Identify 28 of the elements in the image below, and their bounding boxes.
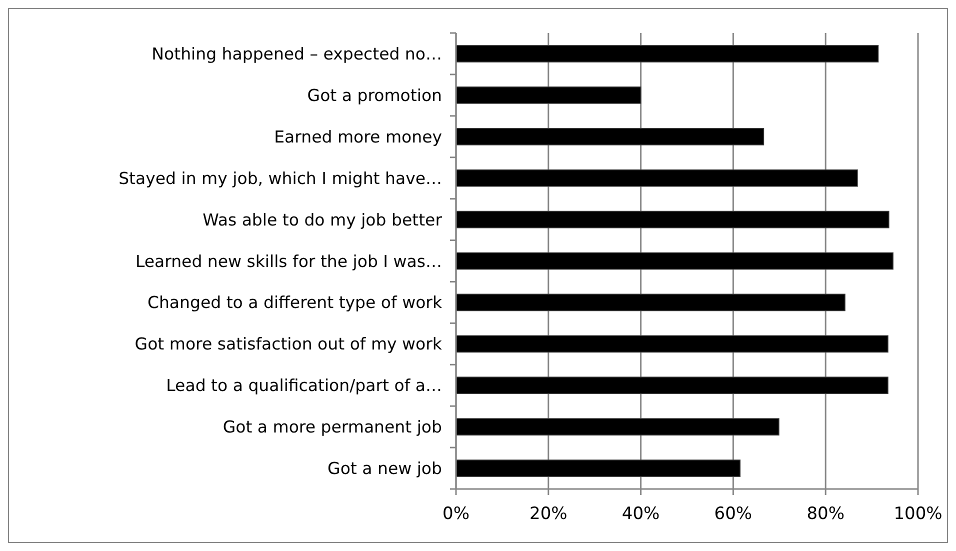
bar — [456, 335, 888, 353]
bar — [456, 45, 879, 62]
y-tick-label: Lead to a qualification/part of a… — [166, 376, 442, 396]
y-tick-label: Nothing happened – expected no… — [152, 44, 442, 64]
bar — [456, 418, 780, 436]
y-tick-label: Got a promotion — [307, 86, 442, 105]
y-tick-label: Earned more money — [274, 127, 442, 146]
x-tick-label: 0% — [442, 504, 470, 524]
y-tick-label: Was able to do my job better — [202, 210, 442, 230]
x-tick-label: 100% — [894, 504, 942, 524]
x-tick-label: 40% — [622, 504, 660, 524]
y-tick-label: Learned new skills for the job I was… — [135, 252, 442, 271]
x-tick-label: 80% — [806, 504, 844, 524]
bar — [456, 460, 741, 477]
bar — [456, 294, 846, 312]
bar — [456, 128, 764, 146]
y-tick-label: Stayed in my job, which I might have… — [118, 168, 442, 188]
y-tick-label: Got a more permanent job — [222, 418, 442, 437]
bar — [456, 376, 888, 394]
y-tick-label: Got more satisfaction out of my work — [134, 334, 442, 354]
bar — [456, 86, 642, 104]
y-tick-label: Got a new job — [328, 459, 442, 478]
x-tick-label: 60% — [714, 504, 752, 524]
bar — [456, 210, 890, 228]
bar — [456, 252, 894, 270]
y-tick-label: Changed to a different type of work — [147, 293, 442, 312]
x-tick-label: 20% — [530, 504, 568, 524]
bar — [456, 169, 858, 187]
